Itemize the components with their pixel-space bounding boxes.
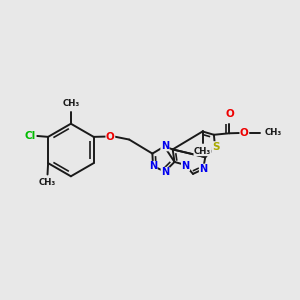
Text: N: N	[161, 141, 169, 151]
Text: O: O	[225, 109, 234, 119]
Text: O: O	[106, 132, 115, 142]
Text: O: O	[240, 128, 249, 138]
Text: N: N	[149, 161, 157, 171]
Text: S: S	[212, 142, 220, 152]
Text: Cl: Cl	[25, 131, 36, 141]
Text: CH₃: CH₃	[39, 178, 56, 188]
Text: N: N	[200, 164, 208, 174]
Text: CH₃: CH₃	[264, 128, 282, 137]
Text: N: N	[182, 160, 190, 170]
Text: CH₃: CH₃	[194, 147, 211, 156]
Text: N: N	[161, 167, 169, 177]
Text: CH₃: CH₃	[62, 100, 80, 109]
